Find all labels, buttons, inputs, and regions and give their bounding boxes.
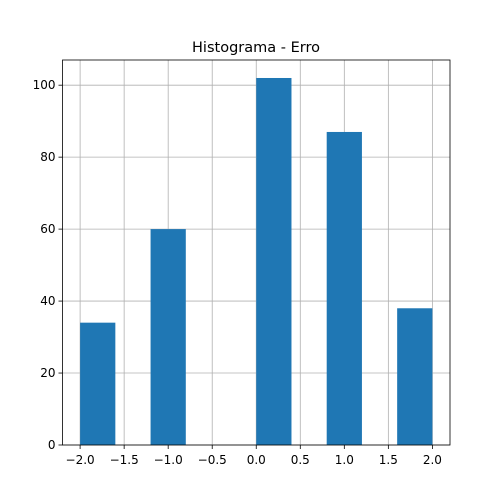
x-tick-label: −0.5 xyxy=(198,453,227,467)
histogram-bar xyxy=(150,229,186,445)
y-tick-label: 40 xyxy=(40,294,55,308)
y-tick-label: 20 xyxy=(40,366,55,380)
chart-title: Histograma - Erro xyxy=(192,40,320,56)
x-tick-label: 0.5 xyxy=(291,453,310,467)
x-tick-label: 2.0 xyxy=(423,453,442,467)
x-tick-label: −2.0 xyxy=(66,453,95,467)
y-axis-ticks: 0 20 40 60 80 100 xyxy=(33,78,63,452)
y-tick-label: 100 xyxy=(33,78,56,92)
x-tick-label: 1.5 xyxy=(379,453,398,467)
histogram-bar xyxy=(397,308,433,445)
histogram-bar xyxy=(80,322,116,445)
x-tick-label: −1.5 xyxy=(110,453,139,467)
x-tick-label: −1.0 xyxy=(154,453,183,467)
histogram-bar xyxy=(256,77,292,445)
bars xyxy=(80,77,433,445)
x-tick-label: 1.0 xyxy=(335,453,354,467)
y-tick-label: 0 xyxy=(48,438,56,452)
x-tick-label: 0.0 xyxy=(247,453,266,467)
y-tick-label: 60 xyxy=(40,222,55,236)
x-axis-ticks: −2.0 −1.5 −1.0 −0.5 0.0 0.5 1.0 1.5 2.0 xyxy=(66,445,442,467)
histogram-bar xyxy=(326,131,362,445)
y-tick-label: 80 xyxy=(40,150,55,164)
